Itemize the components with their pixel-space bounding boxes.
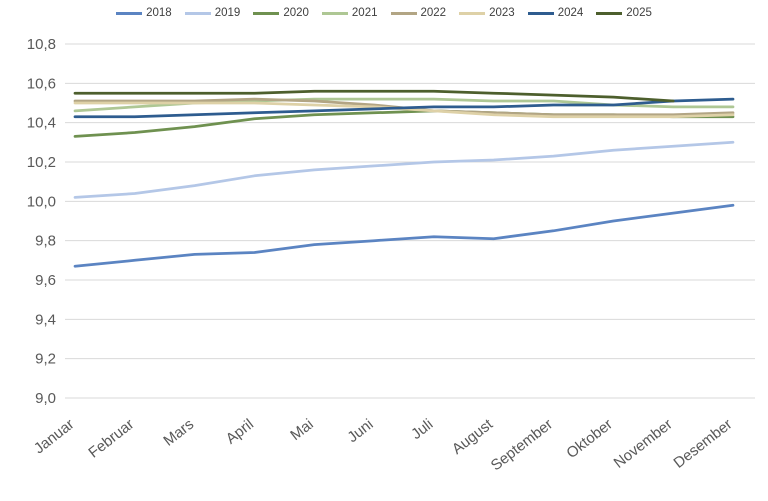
x-axis-tick-label: Februar: [85, 416, 137, 462]
legend-item-2021: 2021: [321, 7, 378, 20]
legend-label: 2023: [489, 7, 515, 19]
x-axis-tick-label: Januar: [31, 416, 78, 458]
legend-line-swatch: [459, 12, 486, 16]
legend-item-2018: 2018: [116, 7, 172, 20]
series-line-2018: [73, 203, 735, 268]
legend-item-2020: 2020: [253, 7, 309, 20]
y-axis-tick-label: 10,2: [27, 154, 56, 171]
legend-line-swatch: [253, 12, 280, 16]
x-axis-tick-label: Mars: [160, 416, 197, 450]
y-axis-tick-label: 10,8: [27, 36, 56, 53]
x-axis-tick-label: Oktober: [563, 416, 616, 462]
legend-line-swatch: [390, 12, 417, 16]
legend-item-2023: 2023: [459, 7, 515, 20]
x-axis-tick-label: Juni: [344, 416, 376, 446]
chart-legend: 2018 2019 2020 2021 2022 2023 2024 2025: [0, 7, 768, 20]
y-axis-tick-label: 10,4: [27, 115, 56, 132]
legend-line-swatch: [116, 12, 143, 16]
legend-label: 2025: [626, 7, 652, 19]
x-axis-tick-label: November: [611, 416, 676, 472]
y-axis-tick-label: 9,4: [35, 311, 56, 328]
series-line-2024: [73, 97, 735, 119]
legend-label: 2020: [283, 7, 309, 19]
legend-label: 2022: [420, 7, 447, 19]
x-axis-tick-label: Desember: [670, 416, 735, 472]
legend-label: 2018: [146, 7, 172, 19]
legend-item-2024: 2024: [527, 7, 584, 20]
x-axis-tick-label: Mai: [287, 416, 317, 444]
series-line-2019: [73, 140, 735, 199]
x-axis-tick-label: September: [488, 416, 556, 475]
y-axis-tick-label: 9,2: [35, 351, 56, 368]
y-axis-tick-label: 9,6: [35, 272, 56, 289]
y-axis-tick-label: 9,8: [35, 233, 56, 250]
series-line-2025: [73, 89, 675, 103]
legend-item-2025: 2025: [596, 7, 652, 20]
x-axis-tick-label: August: [449, 415, 497, 458]
x-axis-tick-label: April: [223, 416, 257, 448]
legend-line-swatch: [321, 12, 348, 16]
x-axis-tick-label: Juli: [408, 416, 436, 443]
legend-label: 2019: [214, 7, 241, 19]
legend-line-swatch: [184, 12, 211, 16]
legend-label: 2024: [557, 7, 584, 19]
legend-line-swatch: [527, 12, 554, 16]
y-axis-tick-label: 10,6: [27, 75, 56, 92]
y-axis-tick-label: 9,0: [35, 390, 56, 407]
legend-item-2019: 2019: [184, 7, 241, 20]
legend-line-swatch: [596, 12, 623, 16]
legend-label: 2021: [351, 7, 378, 19]
legend-item-2022: 2022: [390, 7, 447, 20]
y-axis-tick-label: 10,0: [27, 193, 56, 210]
